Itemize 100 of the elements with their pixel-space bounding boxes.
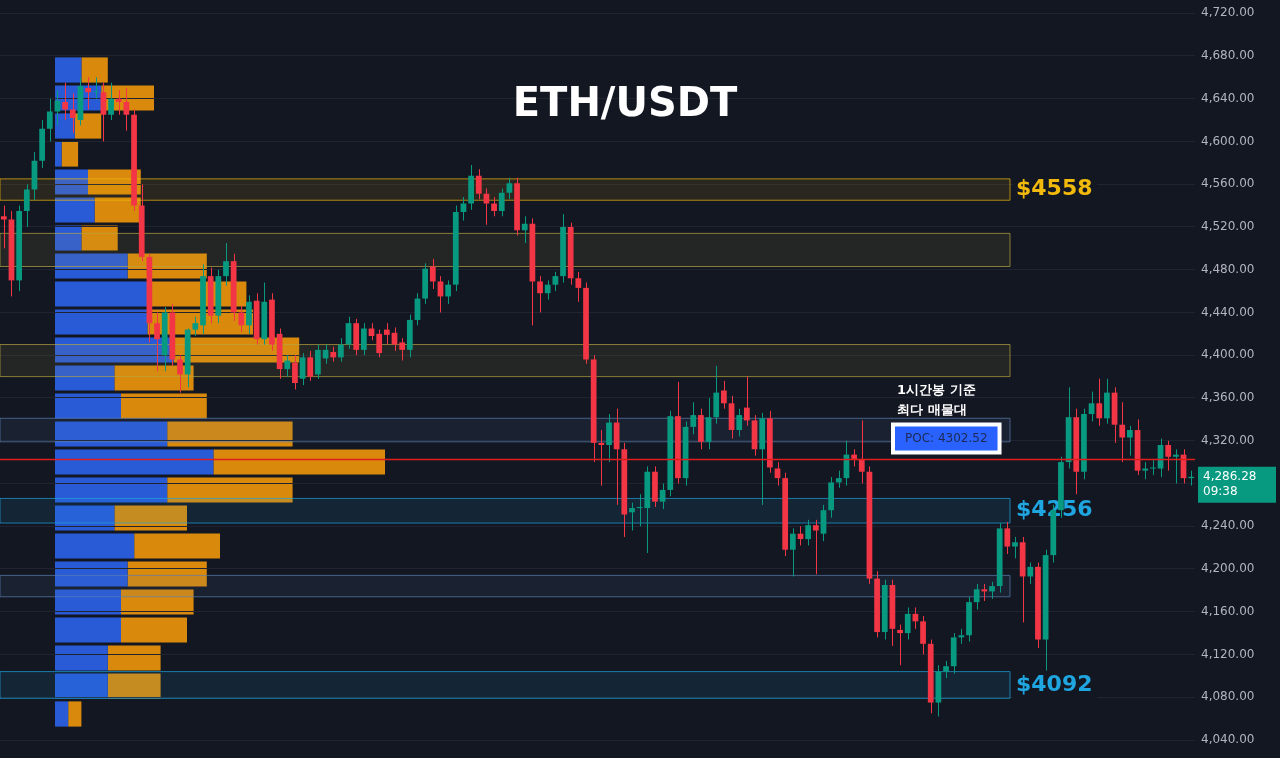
y-tick-label: 4,320.00	[1201, 432, 1255, 447]
y-tick-label: 4,400.00	[1201, 347, 1255, 362]
candlestick	[552, 271, 559, 292]
candlestick	[338, 337, 344, 363]
candlestick	[307, 350, 314, 382]
candlestick	[246, 294, 252, 335]
candlestick	[46, 98, 53, 142]
y-tick-label: 4,720.00	[1201, 5, 1255, 20]
bar	[55, 617, 121, 643]
bar	[134, 533, 220, 559]
annotation: 1시간봉 기준 최다 매물대	[897, 382, 976, 418]
candlestick	[1119, 401, 1126, 463]
bar	[55, 505, 115, 531]
candlestick	[0, 205, 7, 249]
bar	[55, 533, 135, 559]
candlestick	[154, 311, 160, 372]
bar	[55, 365, 115, 391]
candlestick	[721, 380, 727, 410]
candlestick	[475, 168, 482, 200]
text: 09:38	[1203, 483, 1238, 498]
bar	[167, 421, 293, 447]
bar	[55, 589, 121, 615]
candlestick	[376, 329, 383, 358]
candlestick	[506, 177, 513, 200]
candlestick	[92, 76, 99, 100]
candlestick	[498, 187, 505, 217]
y-tick-label: 4,640.00	[1201, 90, 1255, 105]
bar	[107, 673, 161, 699]
bar	[74, 113, 102, 139]
bar	[55, 253, 128, 279]
candlestick	[805, 519, 812, 546]
candlestick	[1096, 378, 1103, 427]
y-tick-label: 4,040.00	[1201, 732, 1255, 747]
bar	[55, 561, 128, 587]
candlestick	[537, 275, 543, 313]
candlestick	[177, 354, 183, 394]
bar	[121, 393, 207, 419]
y-tick-label: 4,680.00	[1201, 48, 1255, 63]
bar	[167, 477, 293, 503]
bar	[107, 645, 161, 671]
ref-line-label: POC: 4302.52	[905, 430, 988, 445]
text: 4,286.28	[1203, 468, 1257, 483]
candlestick	[812, 519, 819, 575]
bar	[55, 169, 88, 195]
candlestick	[192, 316, 199, 337]
bar	[55, 645, 108, 671]
candlestick	[54, 89, 61, 126]
text: ETH/USDT	[512, 78, 738, 125]
y-tick-label: 4,560.00	[1201, 176, 1255, 191]
candlestick	[460, 196, 467, 222]
candlestick	[629, 502, 635, 532]
candlestick	[238, 305, 245, 333]
bar	[55, 141, 62, 167]
bar	[81, 57, 108, 83]
bar	[55, 421, 168, 447]
y-tick-label: 4,600.00	[1201, 133, 1255, 148]
candlestick	[789, 527, 796, 577]
band-label: $4558	[1016, 175, 1093, 201]
candlestick	[690, 401, 697, 435]
candlestick	[85, 76, 91, 110]
candlestick	[1127, 425, 1133, 457]
candlestick	[1165, 440, 1172, 472]
y-tick-label: 4,240.00	[1201, 518, 1255, 533]
bar	[55, 673, 108, 699]
candlestick	[1027, 562, 1034, 585]
bar	[213, 449, 385, 475]
candlestick	[284, 354, 291, 378]
candlestick	[1172, 448, 1179, 484]
candlestick	[1150, 459, 1156, 476]
bar	[55, 449, 214, 475]
candlestick	[858, 419, 865, 484]
y-tick-label: 4,080.00	[1201, 689, 1255, 704]
bar	[55, 393, 121, 419]
candlestick	[491, 196, 497, 217]
bar	[121, 617, 187, 643]
bar	[81, 225, 118, 251]
candlestick	[399, 337, 406, 362]
bar	[127, 561, 207, 587]
candlestick	[115, 89, 122, 116]
y-tick-label: 4,440.00	[1201, 304, 1255, 319]
candlestick	[1012, 536, 1018, 559]
bar	[55, 477, 168, 503]
y-tick-label: 4,360.00	[1201, 390, 1255, 405]
candlestick	[445, 279, 451, 305]
bar	[55, 701, 69, 727]
candlestick	[973, 583, 980, 611]
bar	[121, 589, 194, 615]
candlestick	[62, 82, 68, 121]
candlestick	[606, 413, 612, 463]
candlestick	[1004, 521, 1011, 555]
y-tick-label: 4,200.00	[1201, 561, 1255, 576]
candlestick	[744, 376, 750, 427]
candlestick	[360, 322, 367, 356]
candlestick	[23, 183, 30, 228]
bar	[55, 197, 95, 223]
candlestick	[292, 354, 298, 390]
candlestick	[897, 624, 903, 666]
bar	[61, 141, 79, 167]
bar	[55, 57, 82, 83]
candlestick	[429, 258, 436, 290]
